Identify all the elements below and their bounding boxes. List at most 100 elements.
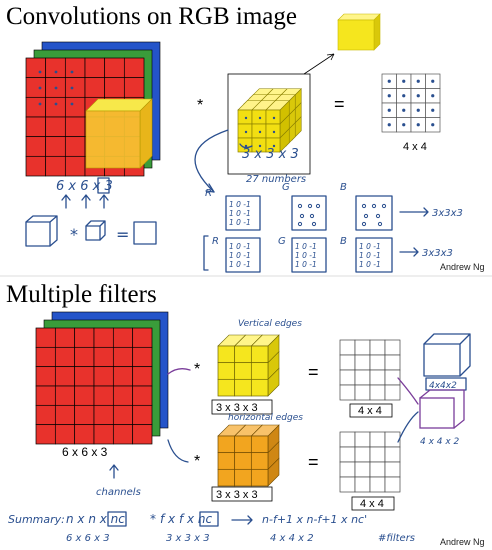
bottom-equals-2: = [308,452,319,472]
top-input-dim-arrows [61,194,109,209]
bottom-filter1-note: Vertical edges [238,319,302,329]
output-cell [369,339,386,356]
bottom-stack-dims: 4 x 4 x 2 [420,437,460,447]
bottom-output1-grid [339,339,401,401]
red-cell [25,77,47,98]
output-cell [339,446,356,463]
output-ink-dot [431,108,435,112]
top-star: * [197,97,203,114]
red-cell [54,346,76,368]
kernel2-g-row1: 1 0 -1 [295,242,317,251]
bottom-channels-arrow [109,464,119,479]
output-cell [339,384,356,401]
bottom-filter2-dims-box [211,486,273,502]
kernel2-r-row1: 1 0 -1 [229,242,251,251]
red-cell [35,327,56,348]
red-cell [35,404,56,426]
cube-front-cell [265,137,281,153]
output-cell [369,369,386,386]
cube-front-cell [251,123,267,139]
output-cell [384,431,401,448]
summary-input: n x n x nc [66,512,125,526]
output-ink-dot [416,79,420,83]
red-cell [93,327,114,348]
kernel-row2-note: 3x3x3 [422,248,453,259]
bottom-output2-dims-box [351,496,395,511]
cube-front-cell [250,452,269,470]
output-ink-dot [431,94,435,98]
top-filter-count: 27 numbers [246,174,306,185]
bottom-star-1: * [194,361,200,378]
ink-dot [70,70,74,74]
kernel2-b-box [355,237,393,273]
kernel-ink-circle [363,213,369,219]
kernel-ink-circle [377,221,383,227]
kernel2-r-row3: 1 0 -1 [229,260,251,269]
cube-front-cell [265,123,281,139]
kernel2-r-box [225,237,261,273]
bottom-red-channel [35,327,153,445]
red-cell [74,366,95,387]
cube-front-cell [251,109,267,125]
output-ink-dot [387,79,391,83]
red-cell [74,346,95,368]
bottom-title: Multiple filters [6,281,157,308]
top-overlay-cube-side [139,98,153,169]
bottom-output1-dims-box [349,403,393,418]
output-ink-dot [402,108,406,112]
top-credit: Andrew Ng [440,262,485,272]
red-cell [112,404,134,426]
filter-ink-dot [244,116,248,120]
kernel2-b-row1: 1 0 -1 [359,242,381,251]
top-output-grid [381,73,441,133]
cube-front-cell [217,362,236,380]
kernel2-g-row3: 1 0 -1 [295,260,317,269]
red-cell [25,57,47,79]
cube-front-cell [217,435,236,454]
kernel-ink-circle [381,203,387,209]
top-curve-arrow-head [205,183,215,193]
red-cell [104,77,125,98]
bottom-input-dims: 6 x 6 x 3 [62,445,108,459]
cube-front-cell [217,345,236,364]
kernel-ink-circle [371,203,377,209]
cube-front-cell [250,362,269,380]
kernel2-r-row2: 1 0 -1 [229,251,251,260]
output-cell [354,384,371,401]
ink-dot [38,102,42,106]
bottom-output2-dims: 4 x 4 [360,498,384,510]
output-ink-dot [416,94,420,98]
red-cell [93,424,114,445]
red-cell [54,366,76,387]
red-cell [84,77,106,98]
summary-filter-nc-box [199,511,219,527]
top-curve-arrow [194,129,229,193]
output-cell [369,461,386,478]
cube-front-cell [250,345,269,364]
output-cell [384,476,401,493]
red-cell [112,327,134,348]
kernel2-g-row2: 1 0 -1 [295,251,317,260]
cube-front-cell [265,109,281,125]
red-cell [25,96,47,118]
output-cell [354,369,371,386]
top-input-volume [25,41,161,177]
filter-ink-dot [272,130,276,134]
kernel-r-row3: 1 0 -1 [229,218,251,227]
filter-ink-dot [258,116,262,120]
summary-filter: f x f x nc [160,512,213,526]
bottom-star-2: * [194,453,200,470]
top-pointer-head [326,53,335,61]
red-cell [132,327,153,348]
summary-output-eg: 4 x 4 x 2 [270,533,314,544]
top-sketch-star: * [70,225,78,244]
output-ink-dot [387,94,391,98]
red-cell [104,57,125,79]
kernel-g-box [291,195,327,231]
cube-front-cell [217,378,236,397]
top-overlay-cube-front [85,110,141,169]
kernel2-g-letter: G [278,236,286,247]
red-cell [64,155,86,177]
kernel-r-box [225,195,261,231]
red-cell [132,385,153,406]
